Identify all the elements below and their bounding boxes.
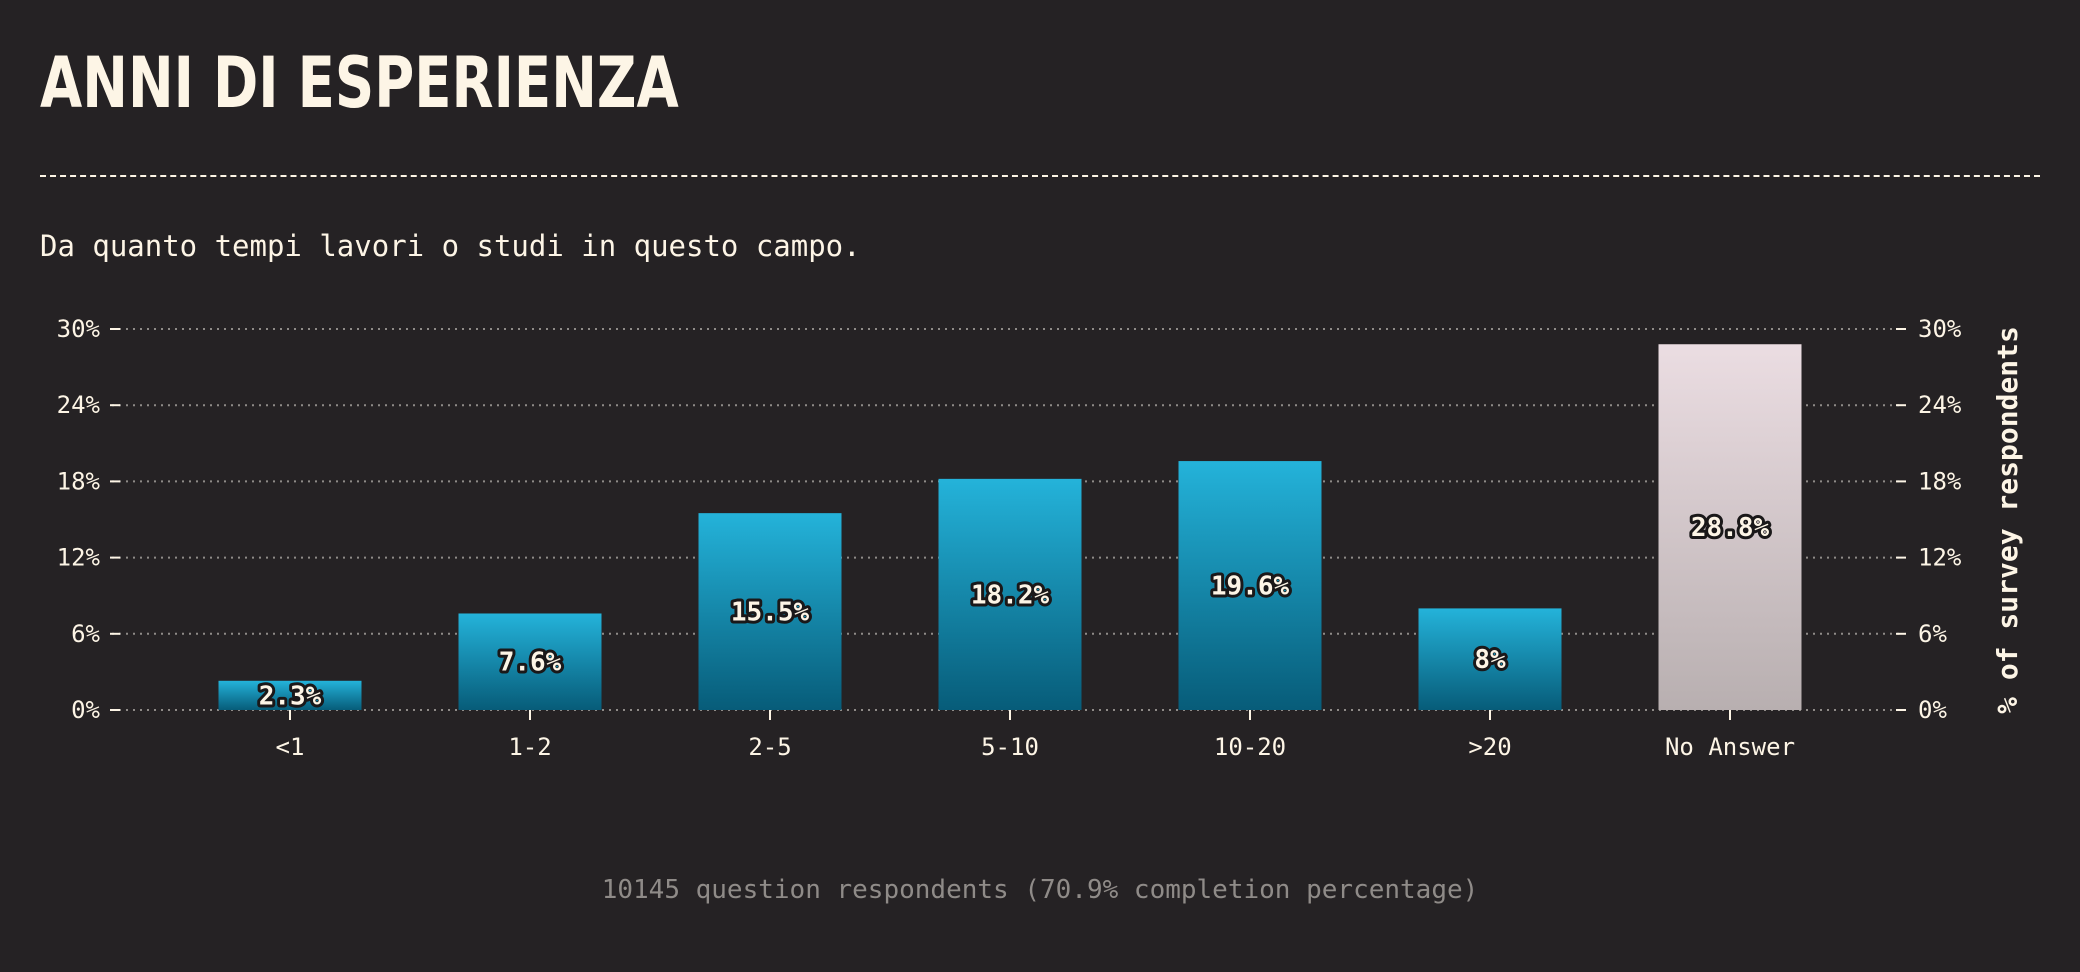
y-tick-label-left: 6% [71, 620, 100, 648]
bar-value-label: 15.5% [731, 598, 810, 628]
x-tick-label: 5-10 [981, 733, 1039, 761]
bar-value-label: 8% [1474, 645, 1506, 675]
bars: 2.3% 7.6% 15.5% 18.2% 19.6% 8% 28.8% [218, 344, 1802, 714]
bar-4 [1178, 461, 1322, 710]
x-tick-label: 1-2 [508, 733, 551, 761]
bar-0 [218, 680, 362, 710]
x-tick-label: <1 [276, 733, 305, 761]
respondents-note: 10145 question respondents (70.9% comple… [601, 875, 1479, 905]
bar-value-label: 18.2% [971, 580, 1050, 610]
bar-value-label: 28.8% [1691, 513, 1770, 543]
x-tick-label: 10-20 [1214, 733, 1286, 761]
bar-2 [698, 513, 842, 710]
bar-3 [938, 478, 1082, 710]
y-tick-label-right: 24% [1918, 391, 1962, 419]
chart-subtitle: Da quanto tempi lavori o studi in questo… [40, 229, 861, 263]
bar-value-label: 19.6% [1211, 572, 1290, 602]
title-divider [40, 175, 2040, 177]
bar-6 [1658, 344, 1802, 710]
x-tick-label: >20 [1468, 733, 1511, 761]
y-tick-label-right: 6% [1918, 620, 1947, 648]
bar-5 [1418, 608, 1562, 710]
y-tick-label-right: 30% [1918, 315, 1962, 343]
bar-value-label: 7.6% [499, 648, 562, 678]
bar-chart: 0% 6% 12% 18% 24% 30% 0% 6% 12% 18% 24% 30% 2.3% 7.… [57, 315, 2024, 761]
y-axis-right: 0% 6% 12% 18% 24% 30% [1896, 315, 1962, 724]
y-tick-label-left: 0% [71, 696, 100, 724]
y-tick-label-left: 30% [57, 315, 101, 343]
page-title: ANNI DI ESPERIENZA [40, 42, 679, 124]
y-tick-label-left: 24% [57, 391, 101, 419]
y-tick-label-right: 12% [1918, 544, 1962, 572]
bar-value-label: 2.3% [259, 681, 322, 711]
x-tick-label: No Answer [1665, 733, 1795, 761]
y-axis-title-right: % of survey respondents [1991, 326, 2024, 714]
y-tick-label-right: 0% [1918, 696, 1947, 724]
y-axis-left: 0% 6% 12% 18% 24% 30% [57, 315, 120, 724]
bar-1 [458, 613, 602, 710]
y-tick-label-right: 18% [1918, 467, 1962, 495]
x-axis: <1 1-2 2-5 5-10 10-20 >20 No Answer [276, 710, 1795, 761]
y-tick-label-left: 12% [57, 544, 101, 572]
y-tick-label-left: 18% [57, 467, 101, 495]
x-tick-label: 2-5 [748, 733, 791, 761]
